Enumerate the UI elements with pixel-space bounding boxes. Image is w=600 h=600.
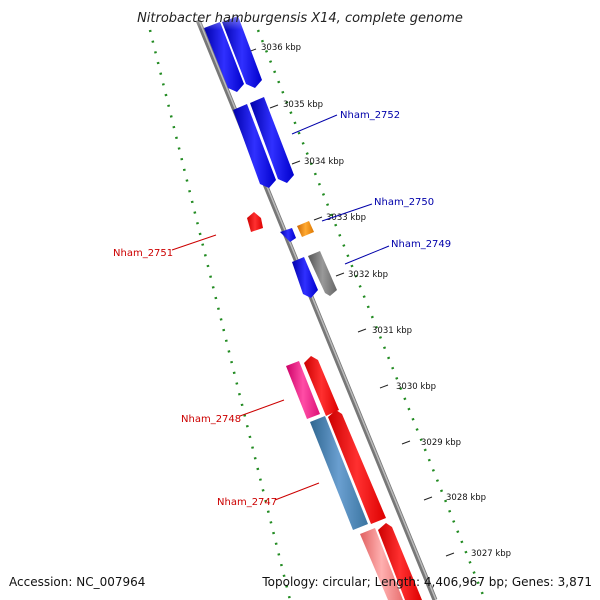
ruler-tick-labels: 3036 kbp 3035 kbp 3034 kbp 3033 kbp 3032… bbox=[261, 43, 511, 559]
rna-feature[interactable] bbox=[297, 221, 314, 237]
reverse-strand-features bbox=[195, 0, 337, 298]
gene-label[interactable]: Nham_2747 bbox=[217, 497, 277, 508]
tick-label: 3030 kbp bbox=[396, 382, 436, 392]
gene-feature[interactable] bbox=[233, 104, 276, 188]
tick-label: 3027 kbp bbox=[471, 549, 511, 559]
tick-mark bbox=[401, 440, 411, 445]
gene-label-group: Nham_2752 Nham_2750 Nham_2749 Nham_2751 … bbox=[113, 110, 451, 508]
tick-label: 3034 kbp bbox=[304, 157, 344, 167]
gene-label[interactable]: Nham_2751 bbox=[113, 248, 173, 259]
gene-feature[interactable] bbox=[250, 97, 294, 183]
gene-label[interactable]: Nham_2748 bbox=[181, 414, 241, 425]
ruler-ticks bbox=[247, 48, 455, 557]
tick-mark bbox=[335, 272, 345, 277]
gene-feature[interactable] bbox=[280, 228, 296, 242]
tick-mark bbox=[357, 328, 367, 333]
gene-feature[interactable] bbox=[308, 251, 337, 296]
forward-strand-features bbox=[247, 212, 422, 600]
tick-mark bbox=[313, 216, 323, 221]
gene-feature[interactable] bbox=[286, 361, 320, 419]
rna-features bbox=[297, 221, 314, 237]
gene-feature[interactable] bbox=[222, 16, 262, 88]
tick-mark bbox=[445, 552, 455, 557]
gene-label[interactable]: Nham_2749 bbox=[391, 239, 451, 250]
map-title: Nitrobacter hamburgensis X14, complete g… bbox=[137, 11, 463, 26]
topology-summary: Topology: circular; Length: 4,406,967 bp… bbox=[261, 575, 592, 589]
gene-feature[interactable] bbox=[328, 410, 386, 524]
tick-mark bbox=[423, 496, 433, 501]
tick-label: 3029 kbp bbox=[421, 438, 461, 448]
gene-feature[interactable] bbox=[360, 528, 403, 600]
gene-feature[interactable] bbox=[247, 212, 263, 232]
tick-label: 3033 kbp bbox=[326, 213, 366, 223]
gene-feature[interactable] bbox=[378, 523, 422, 600]
gene-label[interactable]: Nham_2750 bbox=[374, 197, 434, 208]
tick-label: 3036 kbp bbox=[261, 43, 301, 53]
tick-label: 3035 kbp bbox=[283, 100, 323, 110]
tick-mark bbox=[379, 384, 389, 389]
accession-label: Accession: NC_007964 bbox=[9, 575, 145, 589]
gene-feature[interactable] bbox=[310, 416, 368, 530]
gene-feature[interactable] bbox=[292, 257, 318, 298]
tick-mark bbox=[269, 104, 279, 109]
tick-label: 3032 kbp bbox=[348, 270, 388, 280]
tick-mark bbox=[291, 160, 301, 165]
gene-feature[interactable] bbox=[304, 356, 339, 416]
gene-feature[interactable] bbox=[204, 22, 244, 92]
tick-label: 3028 kbp bbox=[446, 493, 486, 503]
tick-label: 3031 kbp bbox=[372, 326, 412, 336]
gene-label[interactable]: Nham_2752 bbox=[340, 110, 400, 121]
